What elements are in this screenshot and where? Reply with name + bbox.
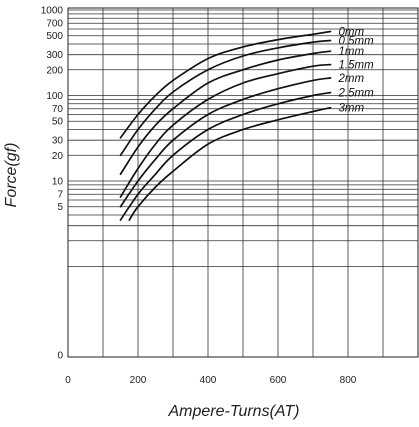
y-axis-title: Force(gf) <box>3 143 20 208</box>
y-tick-label: 5 <box>57 202 63 213</box>
series-label: 0.5mm <box>339 35 375 47</box>
x-tick-labels: 0 200 400 600 800 <box>65 375 357 386</box>
x-tick-label: 200 <box>130 375 147 386</box>
x-tick-label: 0 <box>65 375 71 386</box>
y-tick-label: 200 <box>46 65 63 76</box>
y-tick-label: 0 <box>57 351 63 362</box>
series-label: 3mm <box>339 103 365 115</box>
y-tick-label: 70 <box>52 104 64 115</box>
series-label: 2mm <box>338 73 365 85</box>
y-tick-label: 1000 <box>41 6 64 17</box>
series-line <box>119 30 332 139</box>
y-tick-label: 20 <box>52 151 64 162</box>
y-tick-label: 30 <box>52 136 64 147</box>
series-line <box>119 39 332 157</box>
series-label: 1mm <box>339 46 365 58</box>
y-tick-label: 7 <box>57 190 63 201</box>
series-label: 0mm <box>339 27 365 39</box>
x-tick-label: 400 <box>200 375 217 386</box>
grid <box>68 8 418 357</box>
curves <box>119 30 332 221</box>
x-tick-label: 600 <box>270 375 287 386</box>
y-tick-label: 10 <box>52 177 64 188</box>
x-axis-title: Ampere-Turns(AT) <box>168 403 300 420</box>
y-tick-label: 300 <box>46 50 63 61</box>
series-label: 1.5mm <box>339 60 375 72</box>
series-line <box>119 50 332 176</box>
series-line <box>128 106 332 221</box>
series-label: 2.5mm <box>338 88 375 100</box>
y-tick-label: 700 <box>46 19 63 30</box>
y-tick-label: 50 <box>52 117 64 128</box>
series-line <box>119 91 332 221</box>
y-tick-label: 100 <box>46 91 63 102</box>
series-line <box>119 77 332 208</box>
x-tick-label: 800 <box>340 375 357 386</box>
series-line <box>119 63 332 198</box>
y-tick-label: 500 <box>46 31 63 42</box>
